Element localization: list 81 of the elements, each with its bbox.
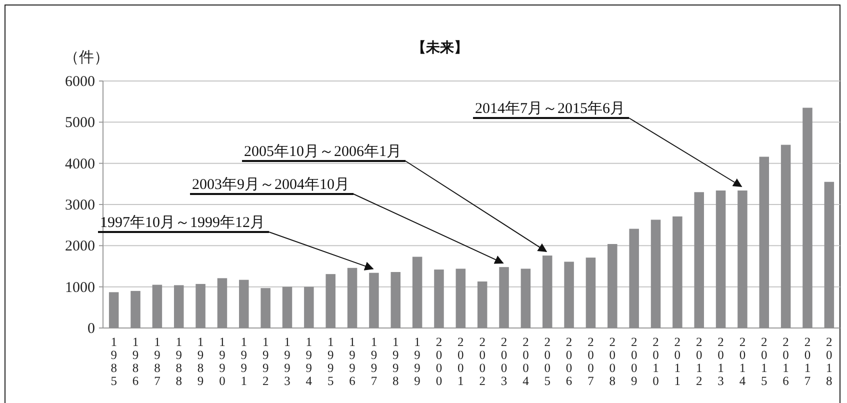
x-tick-label: 1998 — [392, 335, 399, 388]
bar — [738, 190, 748, 328]
x-tick-label: 1986 — [132, 335, 139, 388]
bar — [759, 156, 770, 328]
bar — [672, 216, 682, 328]
x-tick-label: 1993 — [284, 335, 290, 388]
x-tick-label: 1997 — [370, 335, 378, 388]
x-tick-label: 2012 — [696, 335, 702, 388]
x-tick-label: 2008 — [609, 335, 616, 388]
x-tick-label: 1985 — [110, 335, 117, 388]
x-tick-label: 2013 — [718, 335, 724, 388]
bar — [694, 192, 704, 328]
x-tick-label: 2009 — [630, 335, 638, 388]
bar — [716, 190, 726, 328]
x-tick-label: 2003 — [500, 335, 508, 388]
bar — [629, 228, 639, 328]
x-tick-label: 1999 — [414, 335, 420, 388]
bar — [369, 272, 379, 328]
bar — [196, 284, 206, 328]
y-tick-label: 6000 — [65, 74, 95, 90]
annotation: 2005年10月～2006年1月 — [244, 143, 402, 160]
bar — [824, 182, 834, 328]
x-tick-label: 2016 — [782, 335, 789, 388]
y-tick-label: 4000 — [65, 156, 95, 172]
bar — [434, 270, 444, 328]
bar — [650, 220, 661, 328]
x-tick-label: 1987 — [154, 335, 160, 388]
x-tick-label: 1991 — [240, 335, 248, 388]
bar — [456, 268, 466, 328]
x-tick-label: 2006 — [566, 335, 572, 388]
bar — [260, 288, 270, 328]
bar — [217, 278, 228, 328]
y-tick-label: 2000 — [65, 238, 95, 255]
y-tick-label: 3000 — [65, 198, 95, 214]
annotation: 2003年9月～2004年10月 — [192, 176, 350, 193]
x-tick-label: 1995 — [327, 335, 334, 388]
bar — [239, 280, 249, 328]
annotation: 1997年10月～1999年12月 — [100, 214, 265, 231]
x-tick-label: 2014 — [739, 335, 746, 388]
y-tick-label: 0 — [88, 321, 95, 337]
x-tick-label: 1988 — [176, 335, 182, 388]
x-tick-label: 2011 — [674, 335, 681, 388]
x-tick-label: 2015 — [761, 335, 768, 388]
y-tick-label: 5000 — [65, 115, 95, 132]
x-tick-label: 1994 — [306, 335, 313, 388]
bar — [174, 285, 184, 328]
bar — [477, 281, 488, 328]
y-tick-label: 1000 — [65, 280, 95, 296]
bar — [282, 286, 292, 328]
bar — [412, 256, 422, 328]
x-tick-label: 1996 — [349, 335, 356, 388]
bar — [326, 274, 336, 328]
bar — [108, 292, 119, 328]
x-tick-label: 2001 — [458, 335, 464, 388]
bar — [802, 108, 812, 328]
bar — [520, 268, 531, 328]
x-tick-label: 2000 — [436, 335, 442, 388]
x-tick-label: 2018 — [826, 335, 832, 388]
x-tick-label: 1990 — [219, 335, 226, 388]
bar — [130, 290, 140, 328]
bar — [564, 262, 574, 328]
bar — [780, 144, 791, 328]
x-tick-label: 2007 — [588, 335, 594, 388]
bar — [499, 267, 509, 328]
bar — [304, 286, 314, 328]
x-tick-label: 1992 — [262, 335, 269, 388]
x-tick-label: 2010 — [652, 335, 659, 388]
bar — [390, 272, 401, 328]
bar — [608, 244, 618, 328]
y-axis-title: （件） — [64, 50, 109, 66]
x-tick-label: 2005 — [544, 335, 550, 388]
x-tick-label: 2002 — [479, 335, 486, 388]
x-tick-label: 2004 — [522, 335, 530, 388]
x-tick-label: 1989 — [197, 335, 204, 388]
x-tick-label: 2017 — [804, 335, 811, 388]
bar — [152, 284, 162, 328]
bar — [586, 258, 596, 328]
bar — [542, 256, 552, 328]
annotation: 2014年7月～2015年6月 — [475, 100, 625, 117]
bar — [347, 268, 358, 328]
chart-title: 【未来】 — [412, 40, 468, 56]
